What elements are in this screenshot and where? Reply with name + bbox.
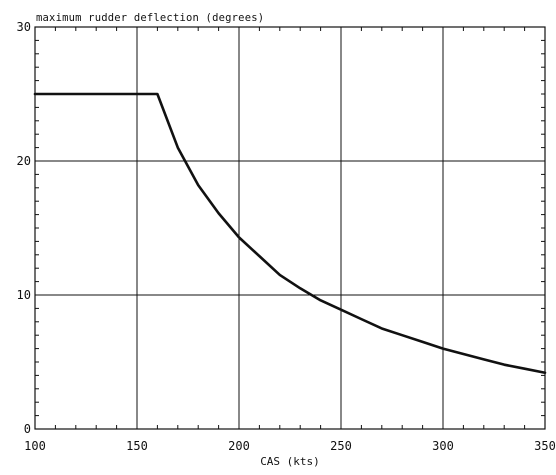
y-tick-label: 30 (17, 20, 31, 34)
series-line (33, 92, 547, 375)
x-axis-label: CAS (kts) (260, 455, 320, 468)
x-tick-label: 150 (126, 439, 148, 453)
y-tick-label: 0 (24, 422, 31, 436)
x-tick-label: 200 (228, 439, 250, 453)
chart-title: maximum rudder deflection (degrees) (36, 12, 264, 24)
x-tick-label: 300 (432, 439, 454, 453)
x-axis: 100 150 200 250 300 350 (24, 27, 556, 453)
x-tick-label: 250 (330, 439, 352, 453)
series-group (33, 92, 547, 375)
plot-area-frame (34, 26, 546, 430)
x-tick-label: 350 (534, 439, 556, 453)
grid-lines (35, 27, 545, 429)
x-tick-label: 100 (24, 439, 46, 453)
y-axis: 0 10 20 30 (17, 20, 545, 436)
y-tick-label: 10 (17, 288, 31, 302)
y-tick-label: 20 (17, 154, 31, 168)
